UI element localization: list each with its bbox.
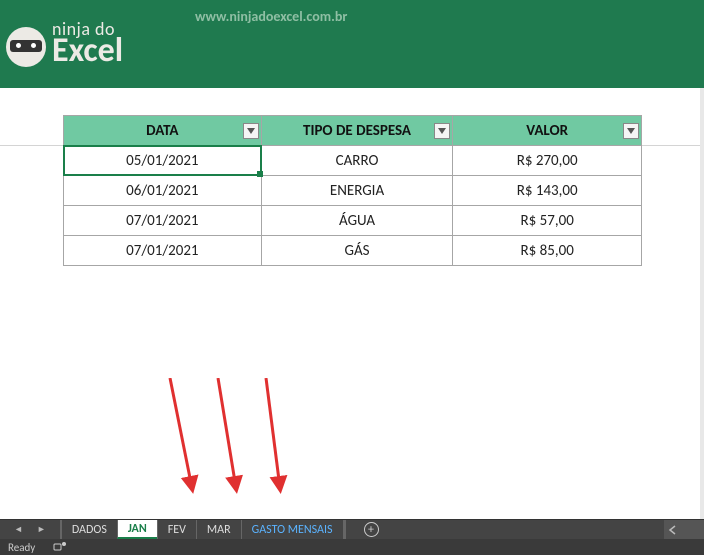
table-header-row: DATA TIPO DE DESPESA VALOR — [64, 116, 642, 146]
tab-fev[interactable]: FEV — [157, 520, 197, 539]
col-header-label: TIPO DE DESPESA — [303, 122, 411, 140]
table-row[interactable]: 07/01/2021 GÁS R$ 85,00 — [64, 236, 642, 266]
table-row[interactable]: 06/01/2021 ENERGIA R$ 143,00 — [64, 176, 642, 206]
status-ready: Ready — [8, 541, 35, 554]
filter-icon[interactable] — [623, 123, 639, 139]
cell-data[interactable]: 07/01/2021 — [64, 206, 262, 236]
col-header-label: VALOR — [526, 122, 568, 140]
macro-record-icon[interactable] — [53, 541, 67, 554]
annotation-arrows — [140, 378, 320, 518]
tab-nav-prev-icon[interactable]: ◄ — [14, 524, 23, 535]
plus-icon: + — [364, 522, 379, 537]
site-url: www.ninjadoexcel.com.br — [195, 8, 347, 25]
ninja-icon — [6, 27, 46, 67]
filter-icon[interactable] — [434, 123, 450, 139]
cell-tipo[interactable]: ENERGIA — [261, 176, 453, 206]
cell-valor[interactable]: R$ 57,00 — [453, 206, 642, 236]
cell-tipo[interactable]: ÁGUA — [261, 206, 453, 236]
tab-label: FEV — [168, 523, 186, 537]
col-header-data[interactable]: DATA — [64, 116, 262, 146]
col-header-label: DATA — [146, 122, 178, 140]
tab-jan[interactable]: JAN — [117, 520, 158, 539]
add-sheet-button[interactable]: + — [345, 520, 397, 539]
cell-tipo[interactable]: GÁS — [261, 236, 453, 266]
tab-label: DADOS — [72, 523, 107, 537]
tab-label: JAN — [128, 522, 147, 536]
tab-gasto-mensais[interactable]: GASTO MENSAIS — [241, 520, 344, 539]
logo-line2: Excel — [52, 34, 123, 68]
data-table: DATA TIPO DE DESPESA VALOR — [63, 115, 642, 266]
filter-icon[interactable] — [243, 123, 259, 139]
sheet-area: DATA TIPO DE DESPESA VALOR — [0, 88, 704, 520]
tab-label: MAR — [207, 523, 231, 537]
horizontal-scrollbar[interactable] — [664, 520, 704, 539]
cell-data[interactable]: 05/01/2021 — [64, 146, 262, 176]
cell-tipo[interactable]: CARRO — [261, 146, 453, 176]
cell-valor[interactable]: R$ 143,00 — [453, 176, 642, 206]
cell-data[interactable]: 07/01/2021 — [64, 236, 262, 266]
tab-mar[interactable]: MAR — [196, 520, 242, 539]
tab-nav: ◄ ► — [0, 520, 60, 539]
table-row[interactable]: 05/01/2021 CARRO R$ 270,00 — [64, 146, 642, 176]
vertical-scrollbar[interactable] — [700, 88, 704, 519]
table-row[interactable]: 07/01/2021 ÁGUA R$ 57,00 — [64, 206, 642, 236]
cell-data[interactable]: 06/01/2021 — [64, 176, 262, 206]
logo: ninja do Excel — [6, 20, 123, 68]
status-bar: Ready — [0, 539, 704, 555]
cell-valor[interactable]: R$ 270,00 — [453, 146, 642, 176]
app-header: ninja do Excel www.ninjadoexcel.com.br — [0, 0, 704, 88]
sheet-tabs-bar: ◄ ► DADOS JAN FEV MAR GASTO MENSAIS + — [0, 519, 704, 539]
col-header-valor[interactable]: VALOR — [453, 116, 642, 146]
cell-valor[interactable]: R$ 85,00 — [453, 236, 642, 266]
logo-text: ninja do Excel — [52, 20, 123, 68]
tab-label: GASTO MENSAIS — [252, 523, 333, 537]
tab-dados[interactable]: DADOS — [61, 520, 118, 539]
col-header-tipo[interactable]: TIPO DE DESPESA — [261, 116, 453, 146]
tab-nav-next-icon[interactable]: ► — [37, 524, 46, 535]
